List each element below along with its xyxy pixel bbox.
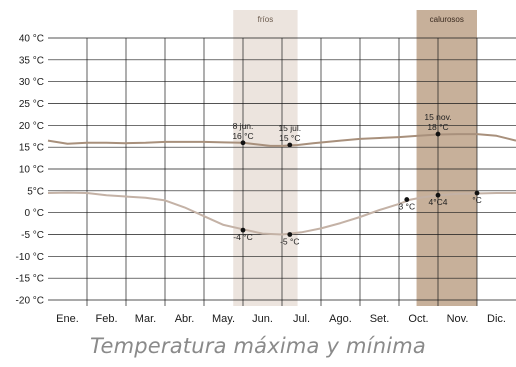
x-tick-label: Set. (370, 313, 390, 325)
data-label: -5 °C (280, 237, 299, 247)
annotated-points: 8 jun.16 °C 15 jul.15 °C 15 nov.18 °C -4 °C… (232, 112, 481, 246)
max-temp-line (47, 133, 516, 147)
season-band-label: fríos (258, 15, 274, 24)
data-label: 16 °C (232, 131, 253, 141)
data-label: -4 °C (233, 232, 252, 242)
x-tick-label: Nov. (447, 313, 469, 325)
data-label: 4°C4 (429, 197, 448, 207)
data-point (287, 232, 293, 237)
y-tick-label: 30 °C (19, 77, 44, 88)
x-tick-label: Feb. (95, 313, 117, 325)
x-tick-label: Abr. (175, 313, 195, 325)
x-tick-label: Dic. (487, 313, 506, 325)
y-tick-label: 40 °C (19, 34, 44, 45)
y-tick-label: 35 °C (19, 55, 44, 66)
data-label: 15 nov. (424, 112, 451, 122)
y-tick-label: 10 °C (19, 165, 44, 176)
data-point (287, 142, 293, 148)
x-tick-label: May. (212, 313, 235, 325)
data-label: 3 °C (398, 202, 415, 212)
data-point (240, 227, 246, 233)
x-tick-label: Mar. (135, 313, 156, 325)
data-point (474, 190, 480, 196)
y-tick-label: 15 °C (19, 143, 44, 154)
x-tick-label: Jun. (252, 313, 273, 325)
y-tick-label: -5 °C (21, 230, 44, 241)
y-tick-label: 0 °C (24, 208, 44, 219)
data-label: 18 °C (427, 122, 448, 132)
y-tick-label: 5°C (27, 186, 44, 197)
y-tick-label: -15 °C (16, 274, 44, 285)
season-bands: fríos calurosos (233, 10, 477, 306)
season-band-label: calurosos (430, 15, 464, 24)
data-point (404, 197, 410, 202)
data-label: 15 jul. (278, 123, 301, 133)
data-point (240, 140, 246, 146)
y-tick-label: 25 °C (19, 99, 44, 110)
data-label: °C (472, 195, 482, 205)
y-axis-labels: 40 °C 35 °C 30 °C 25 °C 20 °C 15 °C 10 °C 5°C 0 … (16, 34, 44, 307)
season-band-hot (416, 10, 477, 306)
data-point (435, 192, 441, 198)
x-tick-label: Jul. (293, 313, 310, 325)
chart-title: Temperatura máxima y mínima (90, 334, 426, 358)
x-axis-labels: Ene. Feb. Mar. Abr. May. Jun. Jul. Ago. Set. Oct.… (56, 313, 506, 325)
y-tick-label: -10 °C (16, 252, 44, 263)
x-tick-label: Ago. (329, 313, 352, 325)
y-tick-label: -20 °C (16, 296, 44, 307)
x-tick-label: Oct. (408, 313, 428, 325)
data-label: 15 °C (279, 133, 300, 143)
x-tick-label: Ene. (56, 313, 79, 325)
y-tick-label: 20 °C (19, 121, 44, 132)
data-label: 8 jun. (233, 121, 254, 131)
data-point (435, 131, 441, 137)
